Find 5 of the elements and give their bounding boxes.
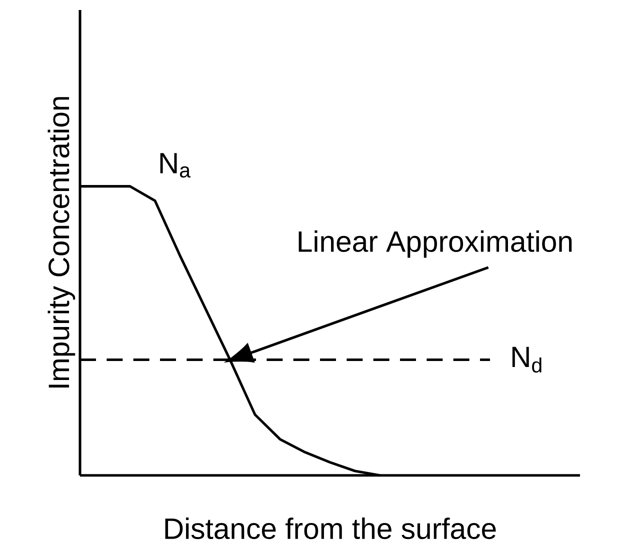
x-axis-title: Distance from the surface (165, 518, 496, 540)
series-label: N$_{a}$ (160, 153, 191, 178)
annotation: Linear Approximation (298, 230, 572, 258)
ref-line-label: N$_{d}$ (512, 346, 542, 373)
y-axis-title: Impurity Concentration (48, 97, 76, 388)
